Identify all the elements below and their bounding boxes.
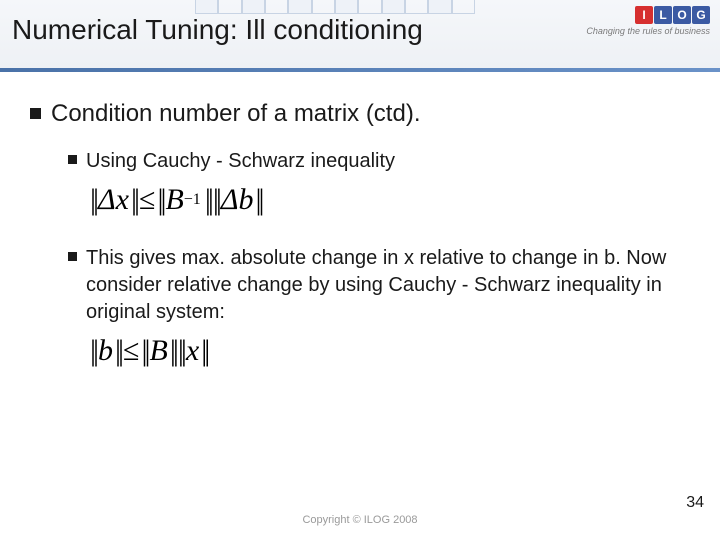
logo: I L O G Changing the rules of business bbox=[586, 6, 710, 36]
logo-letter-o: O bbox=[673, 6, 691, 24]
formula-2: || b || ≤ || B || || x || bbox=[90, 334, 670, 368]
copyright-text: Copyright © ILOG 2008 bbox=[0, 514, 720, 526]
formula1-rhs2: Δb bbox=[221, 183, 254, 217]
bullet-2-text: Using Cauchy - Schwarz inequality bbox=[86, 148, 395, 175]
formula2-op: ≤ bbox=[123, 334, 139, 368]
header-decorative-grid bbox=[195, 0, 475, 14]
bullet-square-icon bbox=[68, 155, 77, 164]
formula1-op: ≤ bbox=[139, 183, 155, 217]
formula1-rhs1: B bbox=[165, 183, 183, 217]
formula1-sup: −1 bbox=[184, 191, 201, 209]
formula2-rhs1: B bbox=[150, 334, 168, 368]
content-region: Condition number of a matrix (ctd). Usin… bbox=[30, 100, 670, 396]
page-number: 34 bbox=[686, 494, 704, 512]
formula2-rhs2: x bbox=[186, 334, 199, 368]
bullet-2-text-b: This gives max. absolute change in x rel… bbox=[86, 245, 670, 326]
formula1-lhs: Δx bbox=[98, 183, 129, 217]
formula2-lhs: b bbox=[98, 334, 113, 368]
bullet-square-icon bbox=[68, 252, 77, 261]
bullet-square-icon bbox=[30, 108, 41, 119]
header: Numerical Tuning: Ill conditioning I L O… bbox=[0, 0, 720, 72]
page-title: Numerical Tuning: Ill conditioning bbox=[12, 14, 423, 46]
formula-1: || Δx || ≤ || B−1 || || Δb || bbox=[90, 183, 670, 217]
logo-tagline: Changing the rules of business bbox=[586, 26, 710, 36]
logo-letter-l: L bbox=[654, 6, 672, 24]
logo-letter-i: I bbox=[635, 6, 653, 24]
bullet-level-1: Condition number of a matrix (ctd). bbox=[30, 100, 670, 128]
logo-letter-g: G bbox=[692, 6, 710, 24]
logo-bricks: I L O G bbox=[586, 6, 710, 24]
bullet-level-2: Using Cauchy - Schwarz inequality bbox=[68, 148, 670, 175]
bullet-1-text: Condition number of a matrix (ctd). bbox=[51, 100, 420, 128]
bullet-level-2: This gives max. absolute change in x rel… bbox=[68, 245, 670, 326]
